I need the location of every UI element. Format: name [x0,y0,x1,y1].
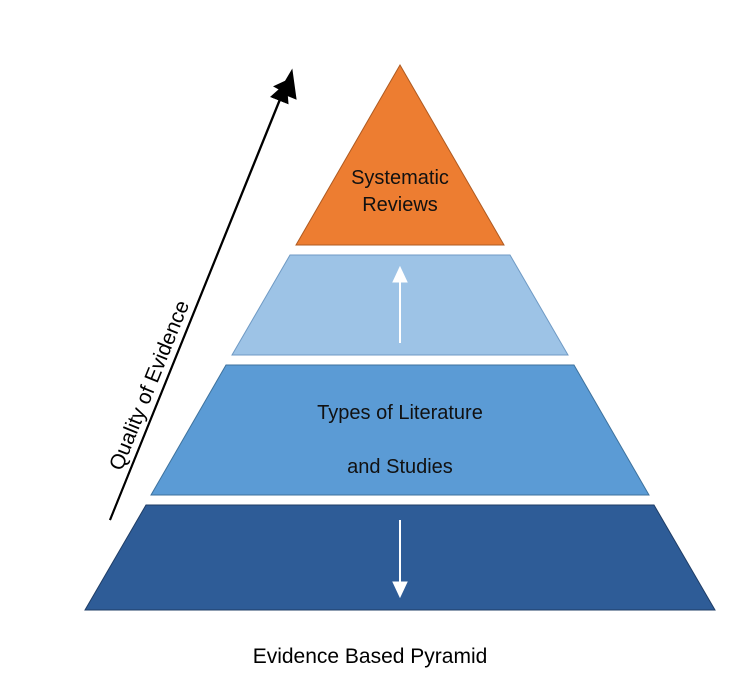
layer-middle-line1: Types of Literature [317,400,483,427]
layer-middle-label: Types of Literature and Studies [250,400,550,481]
side-arrow-overlay [0,0,740,700]
pyramid-diagram: Systematic Reviews Types of Literature a… [0,0,740,700]
layer-top-label: Systematic Reviews [250,165,550,219]
layer-top-line2: Reviews [362,192,438,219]
layer-top-line1: Systematic [351,165,449,192]
pyramid-caption: Evidence Based Pyramid [0,645,740,669]
layer-middle-line2: and Studies [347,454,453,481]
